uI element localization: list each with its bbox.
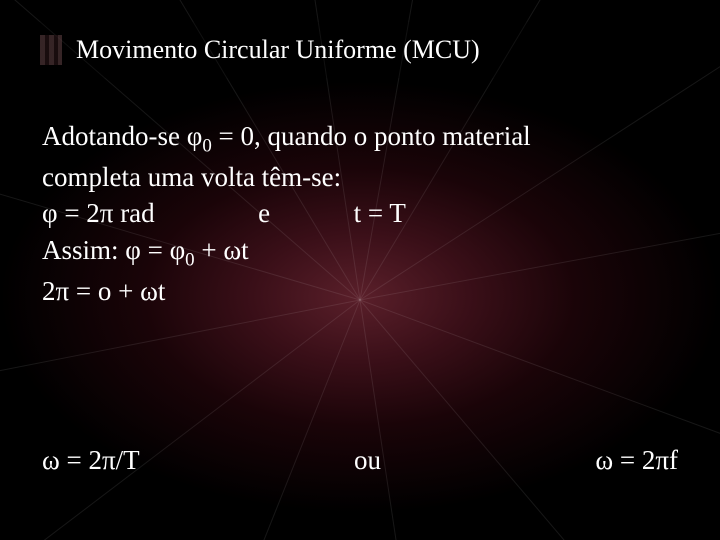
text: Assim: φ = φ	[42, 235, 185, 265]
subscript: 0	[202, 135, 211, 156]
omega-frequency: ω = 2πf	[595, 445, 678, 476]
text: t = T	[354, 198, 406, 228]
slide: Movimento Circular Uniforme (MCU) Adotan…	[0, 0, 720, 540]
body-line-1: Adotando-se φ0 = 0, quando o ponto mater…	[42, 118, 678, 159]
body-line-2: completa uma volta têm-se:	[42, 159, 678, 195]
body-line-4: Assim: φ = φ0 + ωt	[42, 232, 678, 273]
slide-title: Movimento Circular Uniforme (MCU)	[76, 35, 480, 65]
columns-icon	[40, 35, 62, 65]
equation-1: 2π = o + ωt	[42, 273, 678, 309]
body-text: Adotando-se φ0 = 0, quando o ponto mater…	[42, 118, 678, 309]
text: + ωt	[195, 235, 249, 265]
text: = 0, quando o ponto material	[212, 121, 531, 151]
text: e	[258, 198, 270, 228]
omega-period: ω = 2π/T	[42, 445, 140, 476]
subscript: 0	[185, 249, 194, 270]
title-bar: Movimento Circular Uniforme (MCU)	[30, 22, 690, 78]
text: Adotando-se φ	[42, 121, 202, 151]
or-label: ou	[354, 445, 381, 476]
bottom-row: ω = 2π/T ou ω = 2πf	[42, 445, 678, 476]
body-line-3: φ = 2π rad e t = T	[42, 195, 678, 231]
text: φ = 2π rad	[42, 198, 155, 228]
